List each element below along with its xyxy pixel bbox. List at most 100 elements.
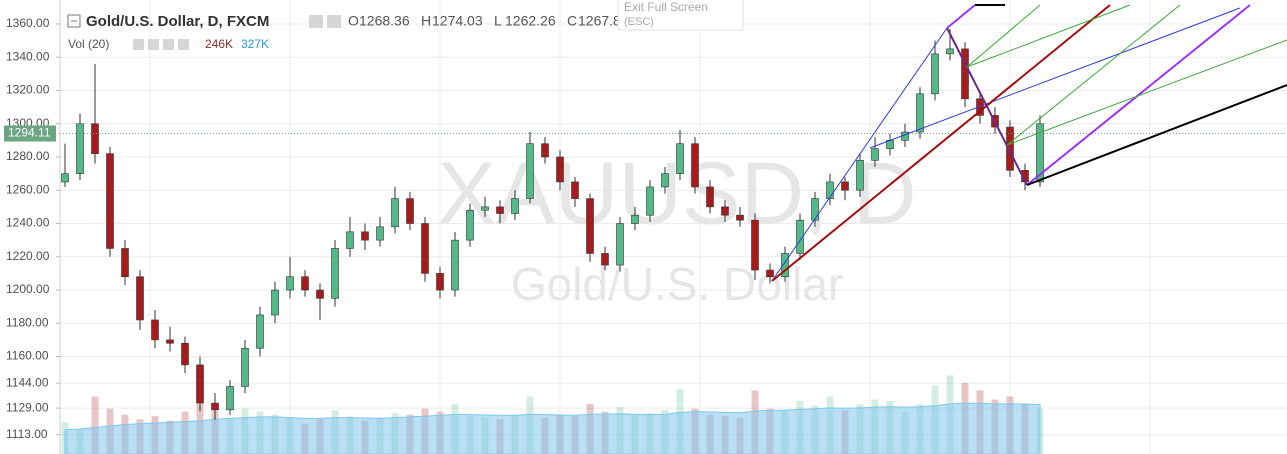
volume-title: Vol (20) [68,37,109,51]
candle-body [421,223,429,274]
candle-body [571,181,579,199]
candle-body [316,289,324,299]
y-tick-label: 1220.00 [6,249,50,263]
y-tick-label: 1260.00 [6,182,50,196]
ohlc-value: 1267.81 [578,13,629,29]
y-tick-label: 1240.00 [6,216,50,230]
candle-body [301,276,309,291]
ohlc-key: O [348,13,359,29]
candle-body [451,239,459,291]
y-tick-label: 1144.00 [6,375,49,389]
candle-body [106,153,114,249]
header: Gold/U.S. Dollar, D, FXCM O 1268.36 H 1274.… [67,13,629,51]
volume-value: 246K [205,37,233,51]
candle-body [436,273,444,291]
vol-icon[interactable] [178,39,189,50]
fork-line [1006,39,1287,146]
candle-body [1006,126,1014,171]
settings-icon[interactable] [309,15,323,28]
ohlc-value: 1262.26 [505,13,556,29]
ohlc-key: L [494,13,502,29]
candle-body [136,276,144,321]
fork-line [869,7,1241,149]
candle-body [376,226,384,241]
candle-body [721,206,729,216]
vol-icon[interactable] [163,39,174,50]
candle-body [601,253,609,266]
candle-body [751,219,759,271]
candle-body [406,198,414,224]
y-tick-label: 1160.00 [6,349,49,363]
candle-body [646,186,654,216]
tooltip-text: (ESC) [624,16,654,28]
candle-body [1036,123,1044,183]
candle-body [676,143,684,174]
tooltip: Exit Full Screen (ESC) [617,0,744,31]
fork-line [1026,84,1287,186]
current-price-tag [4,125,56,142]
candle-body [766,269,774,278]
vol-icon[interactable] [133,39,144,50]
candle-body [511,198,519,214]
candle-body [706,186,714,208]
y-tick-label: 1129.00 [6,400,49,414]
fork-median [771,4,1111,282]
fork-line [966,4,1131,68]
candle-body [61,173,69,183]
candle-body [916,93,924,133]
y-tick-label: 1360.00 [6,16,50,30]
ohlc-key: H [421,13,431,29]
candle-body [541,143,549,158]
ohlc-key: C [567,13,577,29]
candle-body [196,364,204,404]
symbol-title: Gold/U.S. Dollar, D, FXCM [86,13,269,30]
fork-line [1026,4,1251,186]
volume-ma-area [64,402,1041,454]
y-tick-label: 1320.00 [6,83,50,97]
candle-body [871,148,879,161]
volume-bar [91,396,99,454]
grid [60,0,1287,454]
y-tick-label: 1113.00 [6,427,48,441]
candle-body [91,123,99,154]
candle-body [331,248,339,299]
pitchfork [771,4,1287,282]
vol-icon[interactable] [148,39,159,50]
candle-body [961,48,969,100]
candle-body [76,123,84,174]
y-axis-labels: 1360.001340.001320.001300.001280.001260.… [4,16,60,441]
watermark-description: Gold/U.S. Dollar [511,258,843,310]
ohlc-value: 1268.36 [359,13,410,29]
fork-line [1006,4,1181,146]
volume-pane [61,375,1044,454]
tooltip-box [617,0,744,31]
fork-line [966,4,1041,68]
tooltip-text: Exit Full Screen [624,0,708,14]
y-tick-label: 1200.00 [6,282,50,296]
candle-body [241,347,249,387]
candle-body [826,181,834,199]
candle-body [616,223,624,266]
candle-body [796,219,804,254]
candle-body [556,156,564,183]
candle-body [526,143,534,199]
close-icon[interactable] [327,15,341,28]
fork-line [771,27,948,282]
candle-body [256,314,264,349]
candle-body [151,319,159,341]
collapse-icon[interactable] [67,14,81,28]
current-price-label: 1294.11 [8,126,51,140]
ohlc-legend: O 1268.36 H 1274.03 L 1262.26 C 1267.81 [348,13,629,29]
candle-body [691,143,699,188]
candle-body [661,173,669,188]
candle-body [466,209,474,241]
y-tick-label: 1180.00 [6,315,49,329]
y-tick-label: 1340.00 [6,49,50,63]
candle-body [346,231,354,249]
fork-line [946,27,1028,186]
candle-body [946,48,954,55]
candle-body [631,214,639,224]
volume-ma-value: 327K [241,37,269,51]
